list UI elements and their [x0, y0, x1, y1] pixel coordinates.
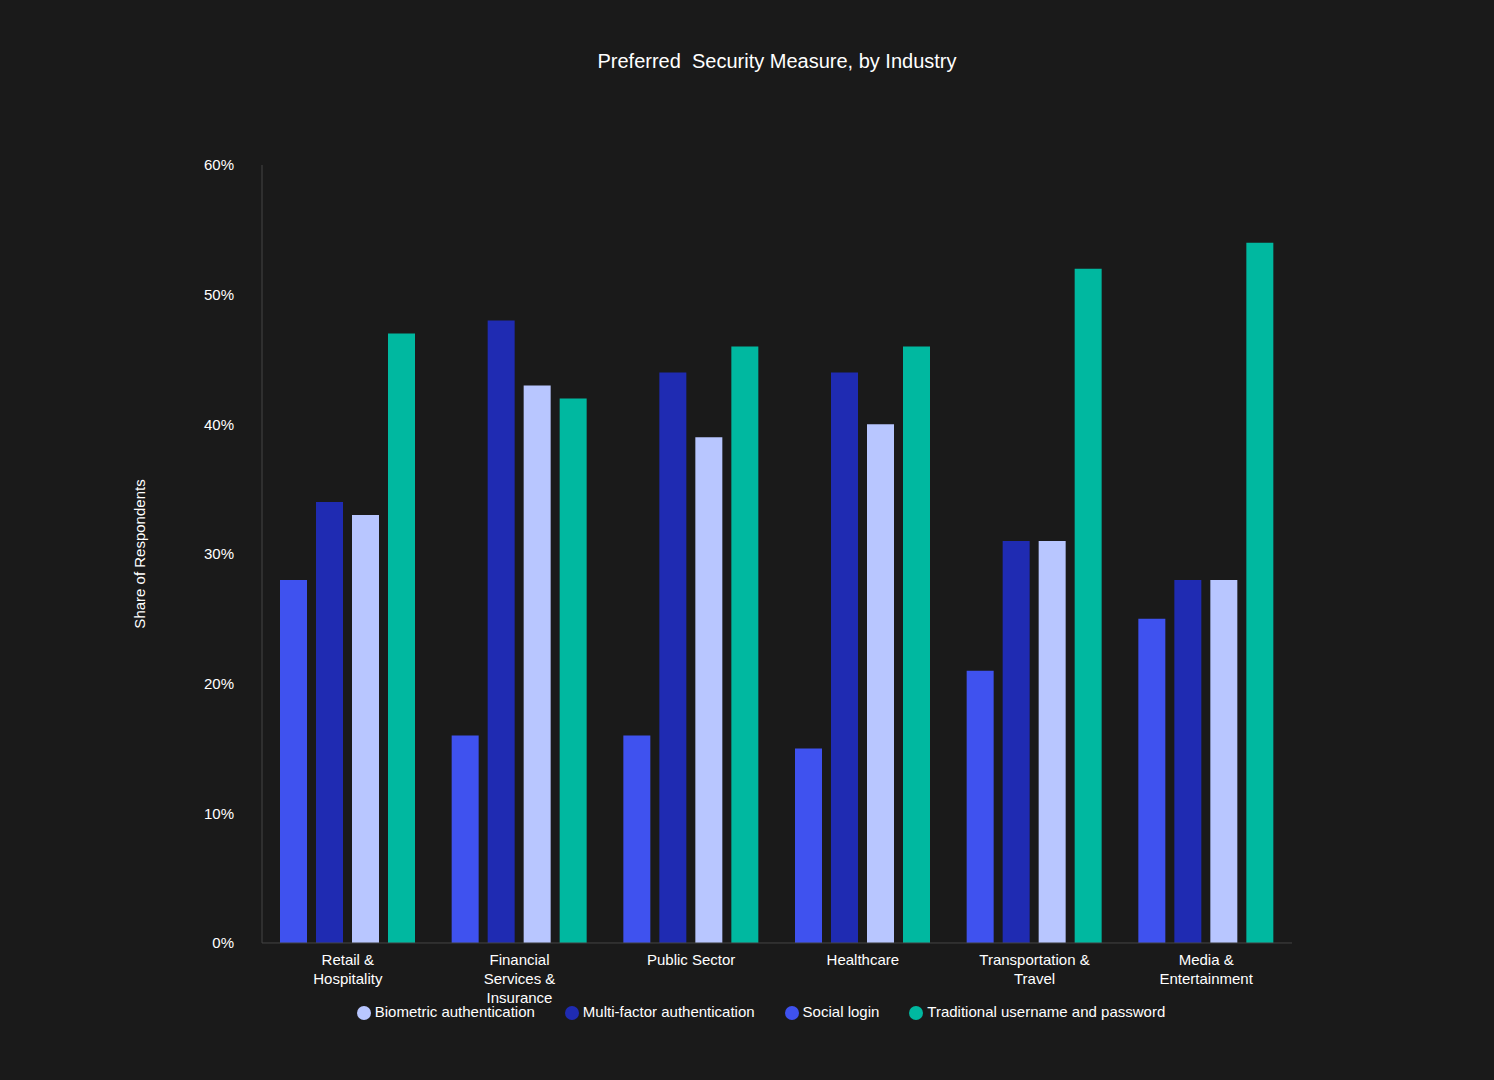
- svg-text:Retail &: Retail &: [322, 951, 375, 968]
- svg-text:Media &: Media &: [1179, 951, 1234, 968]
- html-text:Preferred Security Measure, by: Preferred Security Measure, by Industry: [597, 50, 957, 72]
- svg-text:60%: 60%: [204, 156, 234, 173]
- html-text:Multi-factor authentication: Multi-factor authentication: [582, 1003, 755, 1020]
- html-text:Biometric authentication: Biometric authentication: [374, 1003, 535, 1020]
- svg-text:30%: 30%: [204, 545, 234, 562]
- svg-text:Services &: Services &: [484, 970, 556, 987]
- svg-text:50%: 50%: [204, 286, 234, 303]
- svg-text:Insurance: Insurance: [487, 989, 553, 1006]
- html-text:Traditional username and passw: Traditional username and password: [927, 1003, 1166, 1020]
- svg-text:40%: 40%: [204, 416, 234, 433]
- svg-text:Hospitality: Hospitality: [313, 970, 383, 987]
- svg-text:Transportation &: Transportation &: [979, 951, 1089, 968]
- svg-text:Financial: Financial: [489, 951, 549, 968]
- svg-text:Travel: Travel: [1014, 970, 1055, 987]
- svg-text:20%: 20%: [204, 675, 234, 692]
- svg-text:0%: 0%: [212, 934, 234, 951]
- html-text:Social login: Social login: [802, 1003, 880, 1020]
- svg-text:Entertainment: Entertainment: [1159, 970, 1253, 987]
- svg-text:Public Sector: Public Sector: [647, 951, 735, 968]
- svg-text:Healthcare: Healthcare: [827, 951, 900, 968]
- svg-text:10%: 10%: [204, 805, 234, 822]
- svg-text:Share of Respondents: Share of Respondents: [131, 479, 148, 628]
